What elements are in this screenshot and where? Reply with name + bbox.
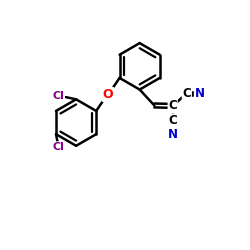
Text: O: O (102, 88, 113, 101)
Text: N: N (194, 87, 204, 100)
Text: N: N (168, 128, 178, 140)
Text: C: C (168, 100, 177, 112)
Text: C: C (169, 114, 177, 127)
Text: Cl: Cl (52, 142, 64, 152)
Text: Cl: Cl (52, 91, 64, 101)
Text: C: C (182, 87, 191, 100)
